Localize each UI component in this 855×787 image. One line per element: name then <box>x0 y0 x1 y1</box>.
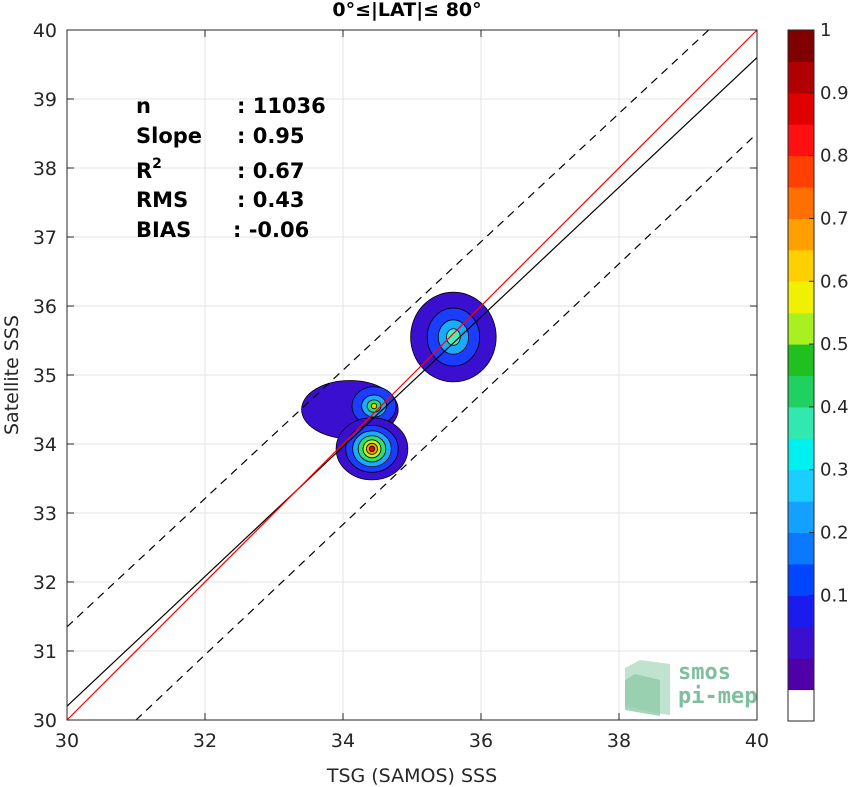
colorbar-segment <box>788 124 814 157</box>
colorbar-frame <box>787 29 815 722</box>
stat-value: : 0.95 <box>237 124 305 148</box>
y-tick-label: 31 <box>33 641 57 663</box>
y-tick-label: 30 <box>33 710 57 732</box>
stat-key: BIAS <box>136 218 191 242</box>
colorbar-segment <box>788 218 814 251</box>
colorbar-segment <box>788 30 814 62</box>
stat-value: : -0.06 <box>233 218 309 242</box>
lower-bound-line <box>135 133 758 721</box>
colorbar-segment <box>788 312 814 345</box>
colorbar-tick-label: 0.9 <box>820 83 849 104</box>
density-contour-level <box>368 445 376 452</box>
stat-key: Slope <box>136 124 202 148</box>
x-tick-label: 36 <box>469 730 493 752</box>
colorbar-segment <box>788 469 814 502</box>
colorbar-segment <box>788 344 814 376</box>
axis-ticks: 30 32 34 36 38 40 30 31 32 33 34 35 36 37 38 39 40 <box>33 20 769 752</box>
colorbar-tick-label: 0.5 <box>820 334 849 355</box>
y-axis-label: Satellite SSS <box>1 315 23 435</box>
colorbar-segment <box>788 563 814 596</box>
colorbar-segment <box>788 375 814 408</box>
x-tick-label: 40 <box>745 730 769 752</box>
logo-text-smos: smos <box>678 660 731 685</box>
y-tick-label: 32 <box>33 572 57 594</box>
stat-key-superscript: 2 <box>152 156 162 172</box>
y-tick-label: 33 <box>33 503 57 525</box>
colorbar-segment <box>788 438 814 471</box>
colorbar: 0.1 0.2 0.3 0.4 0.5 0.6 0.7 0.8 0.9 1 <box>787 20 849 722</box>
colorbar-tick-label: 0.7 <box>820 208 849 229</box>
colorbar-segment <box>788 249 814 282</box>
x-tick-label: 38 <box>607 730 631 752</box>
cluster-high <box>410 291 497 383</box>
chart-title: 0°≤|LAT|≤ 80° <box>332 0 481 21</box>
statistics-panel: n : 11036 Slope : 0.95 R2 : 0.67 RMS : 0.43 BIAS… <box>136 94 326 242</box>
colorbar-segment <box>788 658 814 691</box>
y-tick-label: 37 <box>33 227 57 249</box>
colorbar-segment <box>788 281 814 314</box>
y-tick-label: 35 <box>33 365 57 387</box>
colorbar-segment <box>788 532 814 565</box>
density-contour-level <box>370 402 378 410</box>
y-tick-label: 34 <box>33 434 57 456</box>
colorbar-tick-label: 0.6 <box>820 271 849 292</box>
x-axis-label: TSG (SAMOS) SSS <box>326 765 497 787</box>
stat-key: n <box>136 94 151 118</box>
x-tick-label: 30 <box>55 730 79 752</box>
colorbar-segment <box>788 595 814 628</box>
colorbar-segment <box>788 155 814 188</box>
colorbar-segment <box>788 689 814 722</box>
y-tick-label: 39 <box>33 89 57 111</box>
identity-line <box>66 29 758 721</box>
colorbar-segment <box>788 92 814 125</box>
y-tick-label: 40 <box>33 20 57 42</box>
fit-lines <box>66 29 758 721</box>
colorbar-tick-label: 1 <box>820 20 831 41</box>
stat-key: R2 <box>136 156 162 183</box>
colorbar-tick-label: 0.4 <box>820 397 849 418</box>
colorbar-segment <box>788 406 814 439</box>
colorbar-tick-label: 0.1 <box>820 585 849 606</box>
colorbar-tick-label: 0.3 <box>820 460 849 481</box>
stat-value: : 11036 <box>237 94 326 118</box>
colorbar-segment <box>788 626 814 659</box>
regression-line <box>66 57 758 707</box>
x-tick-label: 32 <box>193 730 217 752</box>
stat-value: : 0.67 <box>237 159 305 183</box>
colorbar-segment <box>788 61 814 94</box>
y-tick-label: 36 <box>33 296 57 318</box>
logo-text-pimep: pi-mep <box>678 684 757 709</box>
stat-key: RMS <box>136 188 188 212</box>
colorbar-segment <box>788 187 814 219</box>
colorbar-segment <box>788 501 814 534</box>
density-contours <box>301 291 497 481</box>
smos-pimep-logo: smos pi-mep <box>625 660 757 716</box>
y-tick-label: 38 <box>33 158 57 180</box>
colorbar-tick-label: 0.2 <box>820 523 849 544</box>
logo-mark-front <box>625 674 660 716</box>
colorbar-tick-label: 0.8 <box>820 146 849 167</box>
x-tick-label: 34 <box>331 730 355 752</box>
stat-value: : 0.43 <box>237 188 305 212</box>
upper-bound-line <box>66 29 710 628</box>
cluster-low <box>335 417 409 481</box>
